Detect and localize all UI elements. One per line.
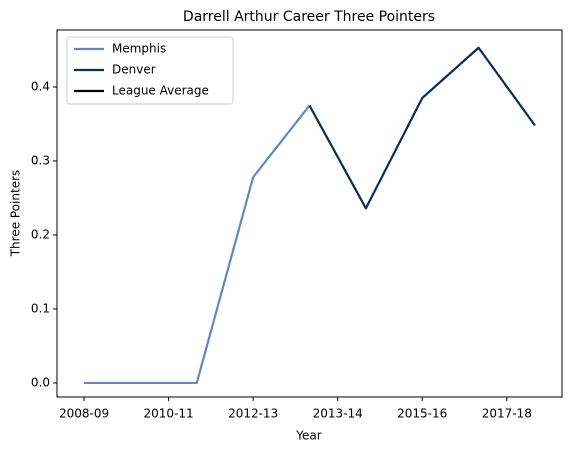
legend-label: Denver bbox=[112, 63, 156, 77]
y-tick-label: 0.0 bbox=[31, 375, 50, 389]
x-tick-label: 2017-18 bbox=[482, 407, 532, 421]
x-tick-label: 2010-11 bbox=[144, 407, 194, 421]
y-tick-label: 0.4 bbox=[31, 79, 50, 93]
x-tick-label: 2013-14 bbox=[313, 407, 363, 421]
y-tick-label: 0.2 bbox=[31, 227, 50, 241]
y-tick-label: 0.1 bbox=[31, 301, 50, 315]
series-line bbox=[308, 46, 536, 210]
x-tick-label: 2008-09 bbox=[59, 407, 109, 421]
plot-frame bbox=[56, 29, 563, 398]
y-axis-label: Three Pointers bbox=[9, 170, 23, 258]
x-tick-label: 2012-13 bbox=[228, 407, 278, 421]
legend-label: Memphis bbox=[112, 42, 166, 56]
legend-label: League Average bbox=[112, 84, 209, 98]
x-tick-label: 2015-16 bbox=[397, 407, 447, 421]
y-tick-label: 0.3 bbox=[31, 153, 50, 167]
legend-box bbox=[66, 36, 234, 105]
chart-title: Darrell Arthur Career Three Pointers bbox=[183, 9, 435, 25]
series-line bbox=[84, 104, 311, 385]
x-axis-label: Year bbox=[295, 429, 321, 443]
